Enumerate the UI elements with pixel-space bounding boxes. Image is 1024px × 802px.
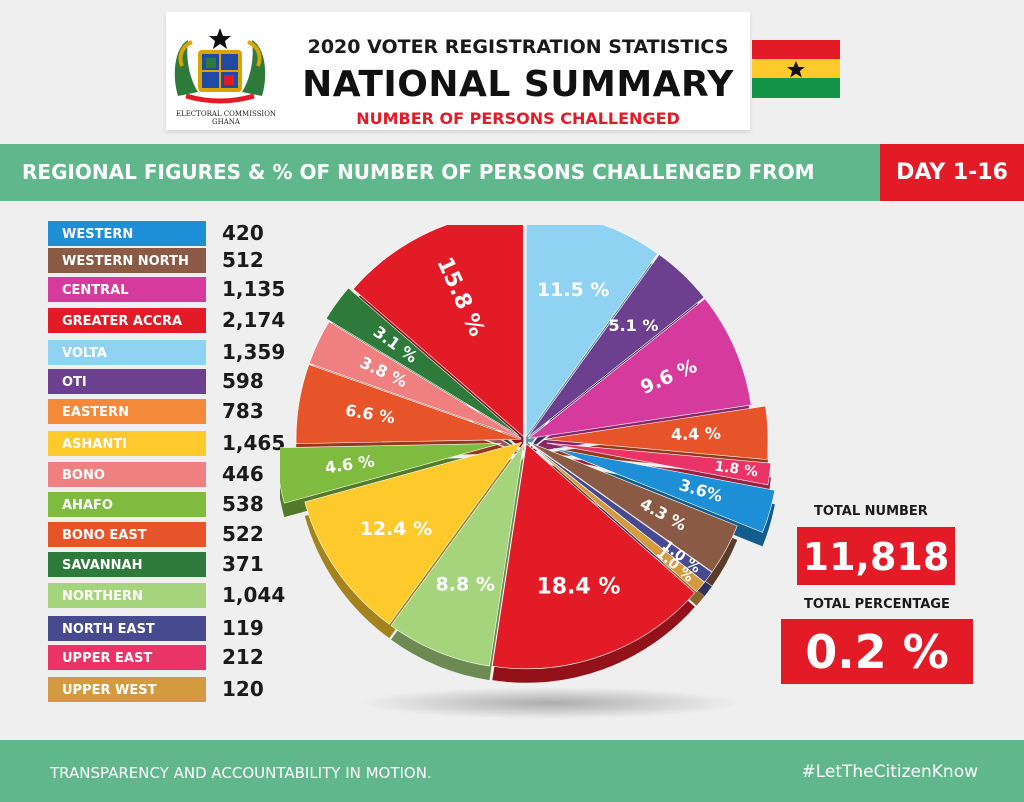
- header-title-line1: 2020 VOTER REGISTRATION STATISTICS: [307, 36, 729, 58]
- legend-value-savannah: 371: [222, 552, 264, 576]
- logo-caption-line1: ELECTORAL COMMISSION: [175, 110, 277, 118]
- day-range-badge: DAY 1-16: [880, 144, 1024, 201]
- legend-value-western-north: 512: [222, 248, 264, 272]
- legend-value-volta: 1,359: [222, 340, 286, 364]
- total-number-value: 11,818: [797, 527, 955, 585]
- pie-slice-bono-east: [542, 405, 769, 460]
- pie-slice-ahafo: [280, 443, 502, 504]
- legend-item-volta: VOLTA: [48, 340, 206, 365]
- banner-title: REGIONAL FIGURES & % OF NUMBER OF PERSON…: [22, 160, 815, 184]
- total-percentage-value: 0.2 %: [781, 619, 973, 684]
- legend-value-upper-east: 212: [222, 645, 264, 669]
- logo-caption-line2: GHANA: [212, 118, 240, 126]
- legend-item-bono-east: BONO EAST: [48, 522, 206, 547]
- pie-slice-bono: [308, 321, 522, 439]
- legend-value-western: 420: [222, 221, 264, 245]
- total-percentage-label: TOTAL PERCENTAGE: [804, 597, 950, 612]
- pie-slice-volta: [525, 225, 659, 438]
- pie-chart: 11.5 %5.1 %9.6 %4.4 %1.8 %3.6%4.3 %1.0 %…: [280, 225, 776, 719]
- legend-value-bono-east: 522: [222, 522, 264, 546]
- legend-item-bono: BONO: [48, 462, 206, 487]
- pie-slice-label-oti: 5.1 %: [608, 316, 658, 335]
- legend-value-ashanti: 1,465: [222, 431, 286, 455]
- pie-slice-savannah: [325, 287, 519, 436]
- coat-of-arms-logo: [174, 28, 266, 104]
- pie-slice-label-upper-east: 1.8 %: [713, 458, 758, 480]
- legend-item-savannah: SAVANNAH: [48, 552, 206, 577]
- legend-value-upper-west: 120: [222, 677, 264, 701]
- footer-tagline: TRANSPARENCY AND ACCOUNTABILITY IN MOTIO…: [50, 764, 432, 782]
- footer-hashtag: #LetTheCitizenKnow: [801, 762, 978, 782]
- legend-item-ahafo: AHAFO: [48, 492, 206, 517]
- legend-value-eastern: 783: [222, 399, 264, 423]
- legend-item-oti: OTI: [48, 369, 206, 394]
- pie-slice-label-ashanti: 12.4 %: [360, 518, 433, 540]
- legend-value-central: 1,135: [222, 277, 286, 301]
- pie-slice-label-greater-accra: 18.4 %: [536, 575, 620, 600]
- pie-slice-oti: [527, 254, 705, 438]
- pie-shadow: [360, 687, 740, 719]
- legend-item-western: WESTERN: [48, 221, 206, 246]
- pie-slice-label-volta: 11.5 %: [537, 279, 610, 301]
- logo-caption: ELECTORAL COMMISSION GHANA: [166, 110, 286, 126]
- legend-value-oti: 598: [222, 369, 264, 393]
- footer: [0, 740, 1024, 802]
- pie-slice-western-north: [528, 441, 738, 573]
- pie-slice-central: [527, 298, 752, 439]
- pie-slice-upper-west: [527, 442, 705, 593]
- header-subtitle: NUMBER OF PERSONS CHALLENGED: [356, 109, 680, 128]
- pie-slice-ashanti: [304, 441, 523, 625]
- legend-item-western-north: WESTERN NORTH: [48, 248, 206, 273]
- legend-value-ahafo: 538: [222, 492, 264, 516]
- total-number-label: TOTAL NUMBER: [814, 504, 928, 519]
- page-title: NATIONAL SUMMARY: [302, 64, 734, 105]
- legend-item-central: CENTRAL: [48, 277, 206, 302]
- legend-item-upper-west: UPPER WEST: [48, 677, 206, 702]
- pie-slice-upper-east: [546, 442, 772, 486]
- ghana-flag-icon: [752, 40, 840, 98]
- banner: [0, 144, 1024, 201]
- pie-slice-label-bono-east: 4.4 %: [671, 424, 721, 444]
- legend-item-north-east: NORTH EAST: [48, 616, 206, 641]
- pie-slice-label-northern: 8.8 %: [436, 574, 495, 596]
- pie-slice-northern: [390, 443, 524, 667]
- legend-value-north-east: 119: [222, 616, 264, 640]
- legend-item-northern: NORTHERN: [48, 583, 206, 608]
- legend-item-greater-accra: GREATER ACCRA: [48, 308, 206, 333]
- pie-slice-greater-accra: [352, 225, 524, 438]
- legend-item-upper-east: UPPER EAST: [48, 645, 206, 670]
- legend-item-eastern: EASTERN: [48, 399, 206, 424]
- pie-slice-greater-accra: [491, 443, 696, 670]
- legend-value-greater-accra: 2,174: [222, 308, 286, 332]
- legend-value-northern: 1,044: [222, 583, 286, 607]
- legend-item-ashanti: ASHANTI: [48, 431, 206, 456]
- pie-slice-eastern: [295, 364, 522, 444]
- pie-slice-western: [553, 448, 776, 533]
- legend-value-bono: 446: [222, 462, 264, 486]
